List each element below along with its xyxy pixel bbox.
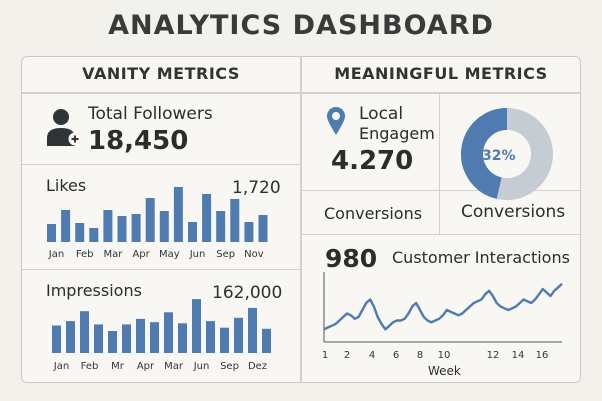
- impressions-tick-feb: Feb: [81, 361, 99, 372]
- line-tick-14: 14: [512, 350, 525, 361]
- likes-bar-10: [188, 222, 197, 242]
- impressions-bar-14: [248, 307, 257, 353]
- line-tick-6: 6: [393, 350, 399, 361]
- likes-bar-7: [145, 198, 155, 242]
- meaningful-metrics-header: MEANINGFUL METRICS: [334, 64, 548, 83]
- donut-label: Conversions: [461, 202, 566, 222]
- impressions-tick-mar: Mar: [164, 361, 184, 372]
- line-tick-1: 1: [322, 350, 328, 361]
- impressions-bar-11: [206, 321, 215, 353]
- line-tick-10: 10: [438, 350, 451, 361]
- page-title: ANALYTICS DASHBOARD: [108, 10, 494, 41]
- impressions-tick-jun: Jun: [193, 361, 210, 372]
- impressions-bar-12: [220, 327, 229, 353]
- likes-bar-2: [75, 223, 85, 242]
- left-divider-2: [22, 269, 300, 270]
- panel-divider: [300, 57, 302, 382]
- interactions-value: 980: [325, 244, 378, 273]
- likes-bar-12: [216, 211, 226, 242]
- impressions-bar-5: [122, 324, 131, 353]
- likes-bar-13: [230, 199, 240, 242]
- right-divider-3: [439, 93, 440, 234]
- likes-tick-may: May: [159, 249, 180, 260]
- left-divider-1: [22, 164, 300, 165]
- likes-bar-5: [117, 216, 127, 242]
- impressions-bar-1: [66, 321, 75, 353]
- likes-value: 1,720: [232, 178, 281, 198]
- likes-tick-jan: Jan: [48, 249, 64, 260]
- line-tick-8: 8: [417, 350, 423, 361]
- likes-tick-apr: Apr: [132, 249, 150, 260]
- likes-bar-4: [103, 210, 113, 242]
- likes-bar-15: [258, 215, 268, 242]
- impressions-tick-dez: Dez: [248, 361, 267, 372]
- impressions-bar-0: [52, 325, 61, 353]
- line-tick-2: 2: [344, 350, 350, 361]
- likes-title: Likes: [46, 176, 87, 195]
- line-tick-16: 16: [536, 350, 549, 361]
- donut-percent-label: 32%: [482, 148, 516, 164]
- likes-tick-nov: Nov: [244, 249, 264, 260]
- right-divider-2: [301, 234, 580, 235]
- impressions-tick-mr: Mr: [111, 361, 125, 372]
- line-tick-4: 4: [369, 350, 375, 361]
- local-label-line2: Engagem: [359, 124, 435, 143]
- likes-bar-6: [131, 214, 141, 242]
- impressions-title: Impressions: [46, 281, 142, 300]
- impressions-bar-10: [192, 299, 201, 353]
- impressions-bar-4: [108, 331, 117, 353]
- interactions-series-line: [323, 282, 563, 331]
- likes-tick-feb: Feb: [76, 249, 94, 260]
- donut-slice-conversions: [461, 108, 508, 199]
- impressions-bar-3: [94, 324, 103, 353]
- right-divider-1: [301, 190, 580, 191]
- likes-bar-1: [61, 210, 71, 242]
- likes-bar-14: [244, 222, 254, 242]
- impressions-tick-apr: Apr: [137, 361, 155, 372]
- donut-hole: [483, 130, 531, 178]
- user-icon: [47, 109, 82, 146]
- impressions-bar-6: [136, 318, 145, 353]
- line-xlabel: Week: [428, 364, 461, 378]
- likes-tick-sep: Sep: [216, 249, 235, 260]
- followers-value: 18,450: [88, 126, 189, 156]
- interactions-label: Customer Interactions: [392, 248, 570, 267]
- vanity-metrics-header: VANITY METRICS: [82, 64, 240, 83]
- likes-bar-3: [89, 228, 99, 242]
- line-tick-12: 12: [487, 350, 500, 361]
- impressions-tick-jan: Jan: [53, 361, 69, 372]
- location-pin-icon: [327, 107, 345, 135]
- local-label-line1: Local: [359, 104, 404, 124]
- impressions-bar-9: [178, 323, 187, 353]
- impressions-bar-8: [164, 312, 173, 353]
- impressions-bar-2: [80, 311, 89, 353]
- likes-bar-11: [202, 194, 212, 242]
- impressions-bar-7: [150, 322, 159, 353]
- likes-bar-8: [159, 211, 169, 242]
- conversions-left-label: Conversions: [324, 204, 423, 223]
- impressions-tick-sep: Sep: [220, 361, 239, 372]
- impressions-bar-13: [234, 317, 243, 353]
- local-value: 4.270: [331, 146, 414, 176]
- followers-label: Total Followers: [88, 104, 213, 124]
- likes-tick-mar: Mar: [103, 249, 123, 260]
- impressions-bar-15: [262, 328, 271, 353]
- likes-bar-0: [47, 224, 56, 242]
- likes-tick-jun: Jun: [189, 249, 206, 260]
- likes-bar-9: [173, 187, 183, 242]
- impressions-value: 162,000: [212, 283, 283, 303]
